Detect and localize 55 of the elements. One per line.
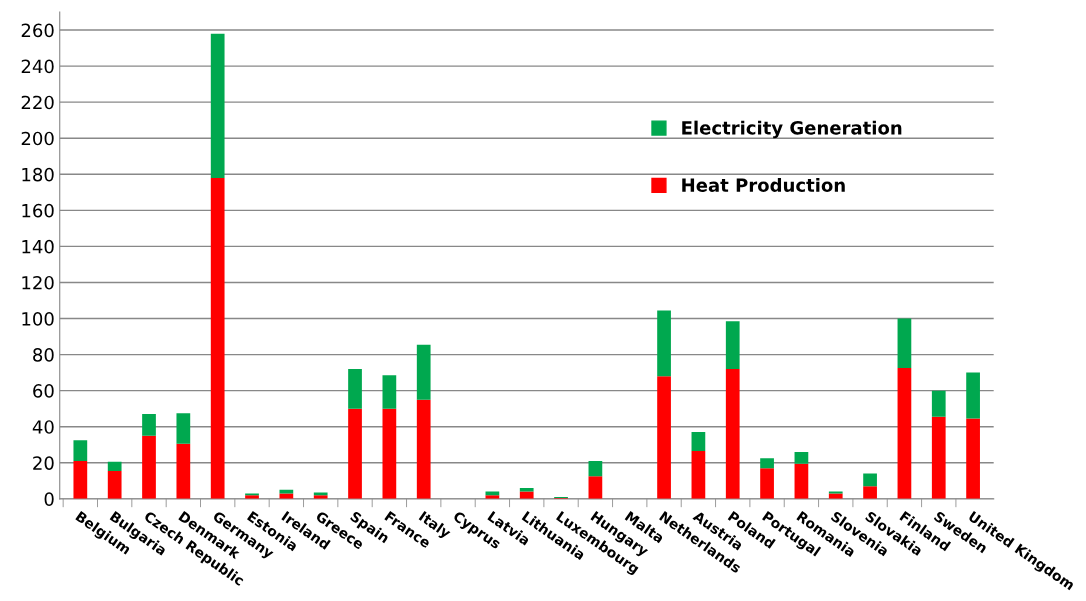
y-tick-label: 240 [21,59,54,74]
legend-label: Heat Production [682,177,845,192]
bar [760,468,774,499]
bar [794,451,809,464]
bar [176,443,191,499]
bar [794,463,809,499]
bar [828,493,843,499]
bar [210,33,225,178]
bar [931,416,946,499]
legend-label: Electricity Generation [682,120,902,139]
bar [107,461,122,471]
bar [691,451,706,499]
bar [966,418,980,499]
bar [931,390,946,417]
y-tick-label: 120 [22,275,54,290]
bar [176,413,191,444]
bar [210,177,225,499]
bar [382,408,397,499]
y-tick-label: 180 [22,167,54,182]
y-tick-label: 220 [21,95,54,110]
y-tick-label: 0 [44,492,54,506]
bar [279,493,294,499]
bar [142,435,156,499]
y-tick-label: 140 [22,239,54,254]
y-tick-label: 260 [21,23,54,38]
bar [863,473,877,487]
bar [657,310,671,377]
bar [657,376,671,499]
bar [725,369,740,499]
bar [691,432,706,452]
bar [73,460,88,499]
bar [142,414,156,436]
y-tick-label: 200 [21,131,54,146]
y-tick-label: 160 [22,203,54,218]
y-tick-label: 60 [33,384,54,398]
bar [519,488,534,492]
y-tick-label: 40 [32,420,54,434]
bar [760,458,774,469]
bar [348,369,362,409]
bar [897,368,912,499]
y-tick-label: 80 [33,348,54,362]
bar [588,460,603,477]
bar [73,440,88,461]
bar [966,372,980,419]
bar [588,476,603,499]
bar [107,470,122,499]
y-tick-label: 20 [33,456,54,470]
bar [725,321,740,370]
bar [348,408,362,499]
bar [897,318,912,369]
bar [416,344,431,400]
bar [416,399,431,499]
bar [863,486,877,499]
bar [382,375,397,409]
y-tick-label: 100 [22,311,54,326]
